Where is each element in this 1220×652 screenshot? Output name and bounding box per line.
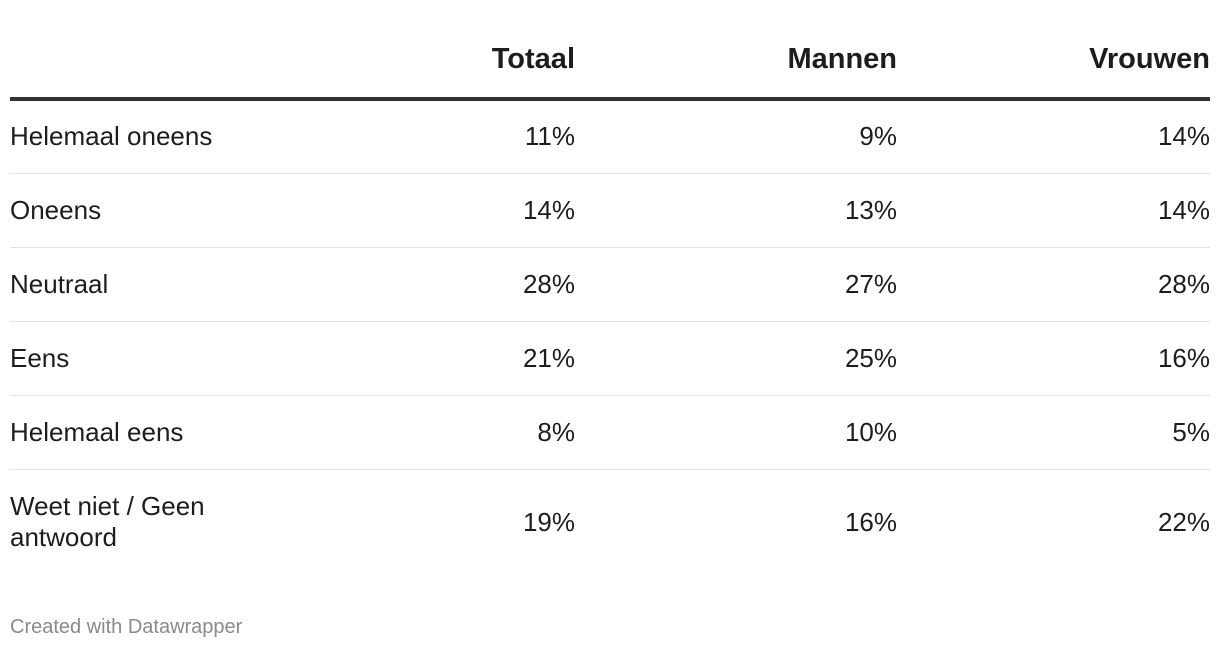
cell-vrouwen: 22% xyxy=(1157,506,1210,537)
cell-vrouwen: 28% xyxy=(897,247,1210,322)
row-label-text: Oneens xyxy=(10,194,102,225)
table-row: Weet niet / Geen antwoord 19% 16% 22% xyxy=(10,469,1210,575)
row-label-text: Helemaal eens xyxy=(10,416,184,447)
row-label: Helemaal oneens xyxy=(10,99,280,174)
row-label: Neutraal xyxy=(10,247,280,322)
row-label-text: Neutraal xyxy=(10,268,109,299)
cell-totaal: 21% xyxy=(280,321,575,396)
column-header-totaal: Totaal xyxy=(280,0,575,101)
cell-vrouwen: 16% xyxy=(897,321,1210,396)
cell-mannen: 13% xyxy=(575,173,897,248)
table-row: Oneens 14% 13% 14% xyxy=(10,173,1210,248)
cell-totaal: 11% xyxy=(280,99,575,174)
data-table: Totaal Mannen Vrouwen Helemaal oneens 11… xyxy=(10,0,1210,575)
row-label: Weet niet / Geen antwoord xyxy=(10,469,280,575)
data-table-container: Totaal Mannen Vrouwen Helemaal oneens 11… xyxy=(10,0,1210,575)
cell-mannen: 16% xyxy=(844,506,897,537)
cell-vrouwen: 14% xyxy=(897,173,1210,248)
column-header-mannen: Mannen xyxy=(575,0,897,101)
datawrapper-credit: Created with Datawrapper xyxy=(10,616,243,638)
table-row: Neutraal 28% 27% 28% xyxy=(10,247,1210,322)
row-label-text: Weet niet / Geen antwoord xyxy=(10,491,205,553)
cell-totaal: 14% xyxy=(280,173,575,248)
row-label: Helemaal eens xyxy=(10,395,280,470)
row-label-text: Helemaal oneens xyxy=(10,121,213,152)
column-header-label xyxy=(10,0,280,101)
cell-totaal: 8% xyxy=(280,395,575,470)
table-body: Helemaal oneens 11% 9% 14% Oneens 14% 13… xyxy=(10,99,1210,575)
cell-vrouwen: 14% xyxy=(897,99,1210,174)
column-header-vrouwen: Vrouwen xyxy=(897,0,1210,101)
row-label-text: Eens xyxy=(10,342,70,373)
cell-mannen: 9% xyxy=(575,99,897,174)
table-row: Eens 21% 25% 16% xyxy=(10,321,1210,396)
cell-totaal: 19% xyxy=(522,506,575,537)
cell-totaal: 28% xyxy=(280,247,575,322)
cell-mannen: 10% xyxy=(575,395,897,470)
cell-mannen: 25% xyxy=(575,321,897,396)
cell-mannen: 27% xyxy=(575,247,897,322)
table-row: Helemaal eens 8% 10% 5% xyxy=(10,395,1210,470)
header-row: Totaal Mannen Vrouwen xyxy=(10,0,1210,101)
row-label: Oneens xyxy=(10,173,280,248)
table-row: Helemaal oneens 11% 9% 14% xyxy=(10,99,1210,174)
row-label: Eens xyxy=(10,321,280,396)
table-header: Totaal Mannen Vrouwen xyxy=(10,0,1210,101)
cell-vrouwen: 5% xyxy=(897,395,1210,470)
